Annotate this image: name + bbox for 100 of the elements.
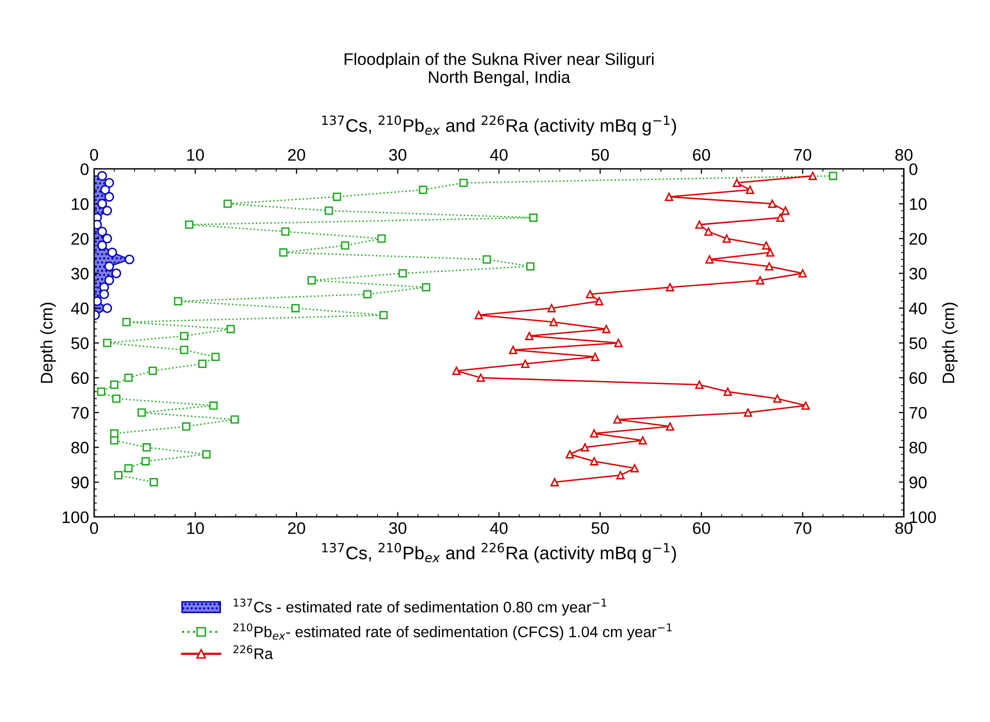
point: [704, 227, 713, 236]
y2-tick-label: 70: [910, 406, 927, 419]
point: [773, 394, 782, 403]
point: [174, 297, 182, 306]
point: [182, 422, 190, 431]
point: [111, 268, 122, 278]
point: [766, 248, 774, 257]
x-tick-label: 70: [794, 522, 812, 534]
x-tick-label: 30: [389, 522, 406, 534]
point: [103, 338, 112, 348]
legend-label: $^{210}$Pb$_{ex}$- estimated rate of sedimentation (CFCS) 1.04 cm year$^{−1}$: [233, 623, 672, 640]
point: [332, 192, 342, 201]
point: [142, 443, 151, 452]
point: [590, 457, 598, 466]
text: $^{137}$Cs, $^{210}$Pb$_{ex}$ and $^{226}$Ra (activity mBq g$^{−1}$): [322, 115, 676, 136]
point: [110, 436, 118, 445]
point: [112, 394, 120, 403]
point: [695, 380, 704, 389]
point: [224, 200, 232, 208]
y2-tick-label: 100: [910, 511, 936, 524]
point: [550, 478, 559, 486]
x2-tick-label: 30: [389, 148, 406, 161]
x-tick-label: 20: [288, 522, 306, 534]
point: [324, 206, 334, 215]
point: [549, 318, 558, 326]
point: [202, 450, 211, 458]
y-tick-label: 40: [71, 302, 89, 314]
point: [732, 178, 742, 188]
point: [616, 471, 625, 480]
point: [281, 227, 290, 236]
x2-tick-label: 60: [692, 148, 710, 161]
point: [308, 276, 316, 284]
point: [377, 234, 386, 243]
point: [452, 366, 461, 375]
x-tick-label: 10: [187, 522, 204, 534]
y2-tick-label: 0: [909, 163, 918, 176]
point: [595, 297, 604, 306]
point: [226, 324, 235, 334]
point: [828, 172, 838, 180]
y2-tick-label: 10: [910, 198, 927, 210]
point: [602, 324, 610, 334]
legend-label: $^{137}$Cs - estimated rate of sedimentation 0.80 cm year$^{−1}$: [234, 598, 606, 616]
x2-tick-label: 20: [288, 148, 306, 161]
point: [808, 172, 817, 180]
y-tick-label: 100: [62, 511, 89, 524]
point: [100, 184, 110, 195]
point: [124, 464, 133, 472]
point: [211, 352, 220, 362]
point: [137, 408, 146, 417]
y-axis-title: Depth (cm): [40, 302, 56, 383]
y-tick-label: 30: [71, 268, 89, 280]
y-tick-label: 90: [71, 476, 89, 488]
point: [638, 436, 647, 445]
point: [746, 186, 754, 194]
point: [104, 262, 114, 272]
point: [97, 198, 108, 209]
point: [666, 422, 674, 431]
point: [776, 214, 785, 222]
point: [664, 192, 674, 201]
y2-tick-label: 50: [909, 337, 927, 350]
y-tick-label: 70: [72, 406, 89, 419]
point: [724, 388, 732, 396]
point: [705, 255, 714, 264]
point: [124, 374, 133, 382]
point: [104, 275, 114, 286]
text: $^{137}$Cs, $^{210}$Pb$_{ex}$ and $^{226}$Ra (activity mBq g$^{−1}$): [322, 542, 676, 563]
point: [802, 401, 810, 410]
point: [508, 346, 518, 354]
point: [107, 248, 118, 258]
y2-tick-label: 40: [909, 302, 927, 314]
point: [722, 234, 731, 243]
point: [781, 206, 790, 215]
y-tick-label: 50: [71, 337, 89, 350]
point: [482, 255, 491, 264]
point: [99, 289, 110, 300]
point: [744, 408, 752, 417]
y-tick-label: 20: [71, 232, 89, 245]
point: [150, 478, 158, 486]
point: [459, 178, 468, 188]
point: [798, 269, 807, 278]
y2-tick-label: 30: [909, 268, 927, 280]
point: [102, 206, 112, 216]
point: [363, 290, 372, 298]
x2-tick-label: 70: [794, 148, 812, 161]
x-tick-label: 60: [692, 522, 710, 534]
point: [97, 240, 108, 250]
point: [398, 269, 407, 278]
x2-tick-label: 40: [490, 148, 508, 161]
x2-tick-label: 0: [90, 148, 98, 161]
point: [279, 248, 288, 257]
x-tick-label: 80: [895, 522, 912, 534]
point: [96, 388, 106, 396]
point: [418, 186, 428, 194]
chart-title: Floodplain of the Sukna River near Siliguri North Bengal, India: [344, 52, 654, 86]
y2-axis-title: Depth (cm): [942, 302, 958, 383]
point: [180, 332, 188, 340]
point: [102, 234, 112, 244]
y2-tick-label: 20: [910, 232, 927, 245]
point: [114, 471, 123, 480]
point: [590, 429, 598, 438]
